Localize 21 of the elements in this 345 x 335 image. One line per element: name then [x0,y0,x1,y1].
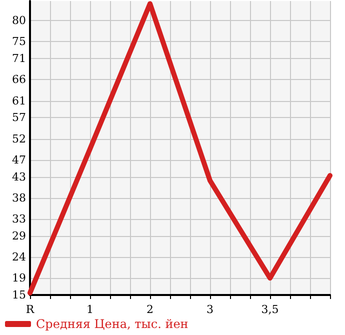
y-tick-label: 57 [12,111,26,124]
y-tick-label: 24 [12,250,26,264]
y-tick-label: 43 [12,170,26,184]
y-tick-label: 80 [12,14,26,28]
x-tick-label: 1 [86,303,94,316]
x-tick-label: 2 [146,303,154,316]
y-tick-label: 52 [12,132,26,146]
y-tick-label: 66 [12,73,26,86]
y-tick-label: 29 [12,229,26,242]
y-tick-label: 38 [12,191,26,204]
x-tick-label: R [26,303,35,316]
y-tick-label: 15 [12,288,26,302]
legend-label: Средняя Цена, тыс. йен [36,317,188,331]
y-tick-label: 33 [12,212,26,226]
y-tick-label: 47 [12,153,26,166]
x-tick-label: 3,5 [261,303,279,316]
y-tick-label: 75 [12,35,26,48]
x-tick-label: 3 [206,303,214,316]
y-tick-label: 71 [12,52,26,66]
y-tick-label: 19 [12,272,26,285]
y-tick-label: 61 [12,94,26,108]
